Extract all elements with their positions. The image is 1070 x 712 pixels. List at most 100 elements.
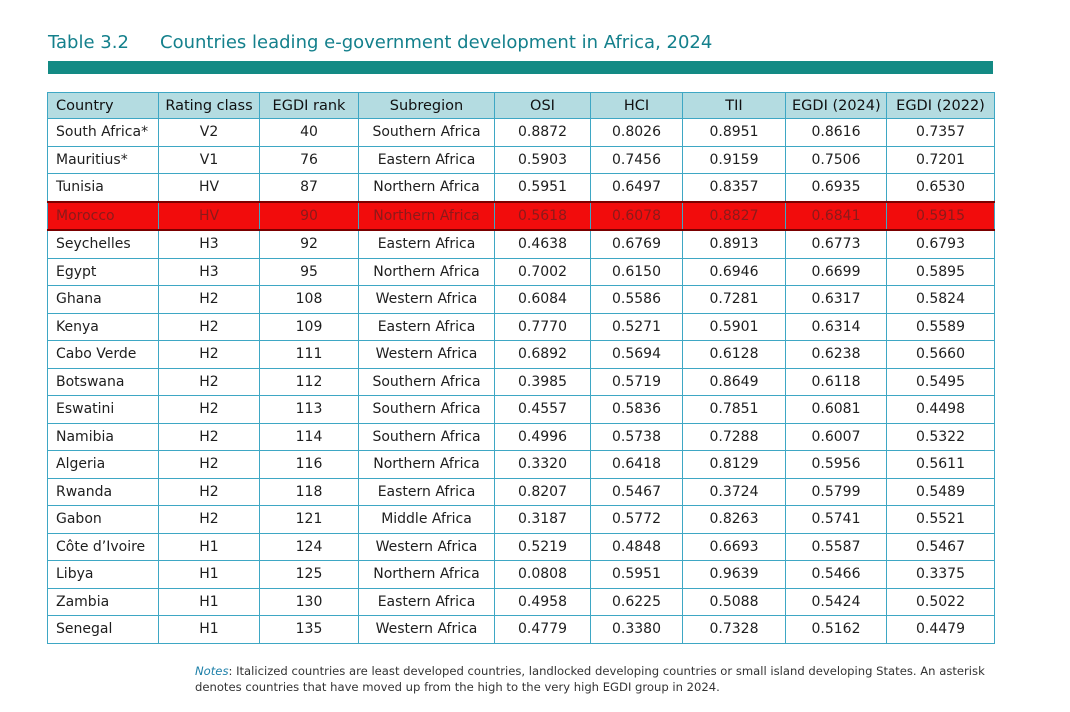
table-row: Rwanda H2 118 Eastern Africa 0.8207 0.5467 0.3… bbox=[47, 477, 995, 506]
cell-egdi-2024: 0.6314 bbox=[785, 312, 887, 341]
cell-rating-class: H1 bbox=[158, 532, 260, 561]
cell-rating-class: H2 bbox=[158, 367, 260, 396]
cell-tii: 0.8951 bbox=[682, 118, 786, 147]
column-header-country: Country bbox=[47, 92, 159, 119]
cell-osi: 0.4958 bbox=[494, 587, 591, 616]
cell-egdi-rank: 76 bbox=[259, 145, 359, 174]
column-header-egdi-2024: EGDI (2024) bbox=[785, 92, 887, 119]
cell-egdi-2022: 0.5611 bbox=[886, 450, 995, 479]
cell-egdi-rank: 112 bbox=[259, 367, 359, 396]
cell-egdi-2022: 0.3375 bbox=[886, 560, 995, 589]
cell-egdi-2024: 0.6699 bbox=[785, 257, 887, 286]
cell-egdi-rank: 116 bbox=[259, 450, 359, 479]
cell-rating-class: H2 bbox=[158, 422, 260, 451]
cell-rating-class: H2 bbox=[158, 312, 260, 341]
cell-tii: 0.8649 bbox=[682, 367, 786, 396]
table-row: Libya H1 125 Northern Africa 0.0808 0.5951 0.9… bbox=[47, 560, 995, 589]
cell-hci: 0.5694 bbox=[590, 340, 683, 369]
cell-egdi-2022: 0.4479 bbox=[886, 615, 995, 644]
cell-rating-class: H1 bbox=[158, 560, 260, 589]
cell-egdi-2024: 0.7506 bbox=[785, 145, 887, 174]
cell-osi: 0.7002 bbox=[494, 257, 591, 286]
cell-subregion: Eastern Africa bbox=[358, 145, 495, 174]
cell-egdi-2022: 0.5495 bbox=[886, 367, 995, 396]
cell-subregion: Southern Africa bbox=[358, 367, 495, 396]
cell-hci: 0.6078 bbox=[590, 200, 683, 231]
column-header-egdi-rank: EGDI rank bbox=[259, 92, 359, 119]
cell-osi: 0.5903 bbox=[494, 145, 591, 174]
cell-egdi-2022: 0.5467 bbox=[886, 532, 995, 561]
cell-subregion: Northern Africa bbox=[358, 200, 495, 231]
cell-subregion: Northern Africa bbox=[358, 173, 495, 202]
cell-hci: 0.6150 bbox=[590, 257, 683, 286]
cell-subregion: Eastern Africa bbox=[358, 587, 495, 616]
cell-country: Eswatini bbox=[47, 395, 159, 424]
cell-country: Kenya bbox=[47, 312, 159, 341]
cell-hci: 0.5467 bbox=[590, 477, 683, 506]
cell-egdi-2024: 0.6238 bbox=[785, 340, 887, 369]
cell-egdi-2022: 0.5022 bbox=[886, 587, 995, 616]
cell-hci: 0.3380 bbox=[590, 615, 683, 644]
cell-osi: 0.5219 bbox=[494, 532, 591, 561]
cell-subregion: Southern Africa bbox=[358, 118, 495, 147]
cell-egdi-2024: 0.5956 bbox=[785, 450, 887, 479]
cell-tii: 0.7328 bbox=[682, 615, 786, 644]
table-row: Senegal H1 135 Western Africa 0.4779 0.3380 0.… bbox=[47, 615, 995, 644]
egdi-table: Country Rating class EGDI rank Subregion… bbox=[47, 92, 995, 644]
caption-rule bbox=[48, 61, 993, 74]
cell-tii: 0.6128 bbox=[682, 340, 786, 369]
cell-egdi-rank: 40 bbox=[259, 118, 359, 147]
cell-egdi-2024: 0.5162 bbox=[785, 615, 887, 644]
cell-egdi-2024: 0.5424 bbox=[785, 587, 887, 616]
cell-osi: 0.8872 bbox=[494, 118, 591, 147]
cell-country: Seychelles bbox=[47, 229, 159, 259]
cell-tii: 0.8129 bbox=[682, 450, 786, 479]
cell-country: Algeria bbox=[47, 450, 159, 479]
cell-tii: 0.8913 bbox=[682, 229, 786, 259]
cell-rating-class: H3 bbox=[158, 257, 260, 286]
cell-osi: 0.6892 bbox=[494, 340, 591, 369]
cell-osi: 0.0808 bbox=[494, 560, 591, 589]
cell-egdi-2024: 0.6841 bbox=[785, 200, 887, 231]
cell-hci: 0.4848 bbox=[590, 532, 683, 561]
cell-rating-class: H1 bbox=[158, 615, 260, 644]
cell-tii: 0.9639 bbox=[682, 560, 786, 589]
cell-tii: 0.7288 bbox=[682, 422, 786, 451]
cell-osi: 0.4779 bbox=[494, 615, 591, 644]
cell-subregion: Western Africa bbox=[358, 285, 495, 314]
table-row: Seychelles H3 92 Eastern Africa 0.4638 0.6769… bbox=[47, 229, 995, 259]
table-row: Algeria H2 116 Northern Africa 0.3320 0.6418 0… bbox=[47, 450, 995, 479]
table-notes: Notes: Italicized countries are least de… bbox=[195, 663, 995, 695]
cell-tii: 0.3724 bbox=[682, 477, 786, 506]
cell-egdi-2024: 0.6007 bbox=[785, 422, 887, 451]
cell-subregion: Southern Africa bbox=[358, 395, 495, 424]
cell-egdi-rank: 124 bbox=[259, 532, 359, 561]
cell-egdi-2024: 0.6118 bbox=[785, 367, 887, 396]
cell-subregion: Southern Africa bbox=[358, 422, 495, 451]
cell-hci: 0.5951 bbox=[590, 560, 683, 589]
cell-country: South Africa* bbox=[47, 118, 159, 147]
cell-tii: 0.9159 bbox=[682, 145, 786, 174]
cell-egdi-2022: 0.7357 bbox=[886, 118, 995, 147]
cell-egdi-2022: 0.5660 bbox=[886, 340, 995, 369]
cell-egdi-2024: 0.5799 bbox=[785, 477, 887, 506]
cell-rating-class: H2 bbox=[158, 340, 260, 369]
cell-tii: 0.8263 bbox=[682, 505, 786, 534]
cell-rating-class: H2 bbox=[158, 395, 260, 424]
cell-egdi-2022: 0.5589 bbox=[886, 312, 995, 341]
notes-text: : Italicized countries are least develop… bbox=[195, 664, 985, 694]
cell-osi: 0.3187 bbox=[494, 505, 591, 534]
cell-hci: 0.7456 bbox=[590, 145, 683, 174]
cell-egdi-2022: 0.5521 bbox=[886, 505, 995, 534]
cell-hci: 0.5738 bbox=[590, 422, 683, 451]
cell-egdi-2024: 0.8616 bbox=[785, 118, 887, 147]
cell-egdi-rank: 90 bbox=[259, 200, 359, 231]
cell-egdi-2022: 0.5895 bbox=[886, 257, 995, 286]
cell-tii: 0.8357 bbox=[682, 173, 786, 202]
cell-rating-class: V1 bbox=[158, 145, 260, 174]
cell-egdi-rank: 135 bbox=[259, 615, 359, 644]
table-row: Namibia H2 114 Southern Africa 0.4996 0.5738 0… bbox=[47, 422, 995, 451]
cell-osi: 0.3985 bbox=[494, 367, 591, 396]
cell-hci: 0.5836 bbox=[590, 395, 683, 424]
cell-egdi-rank: 87 bbox=[259, 173, 359, 202]
